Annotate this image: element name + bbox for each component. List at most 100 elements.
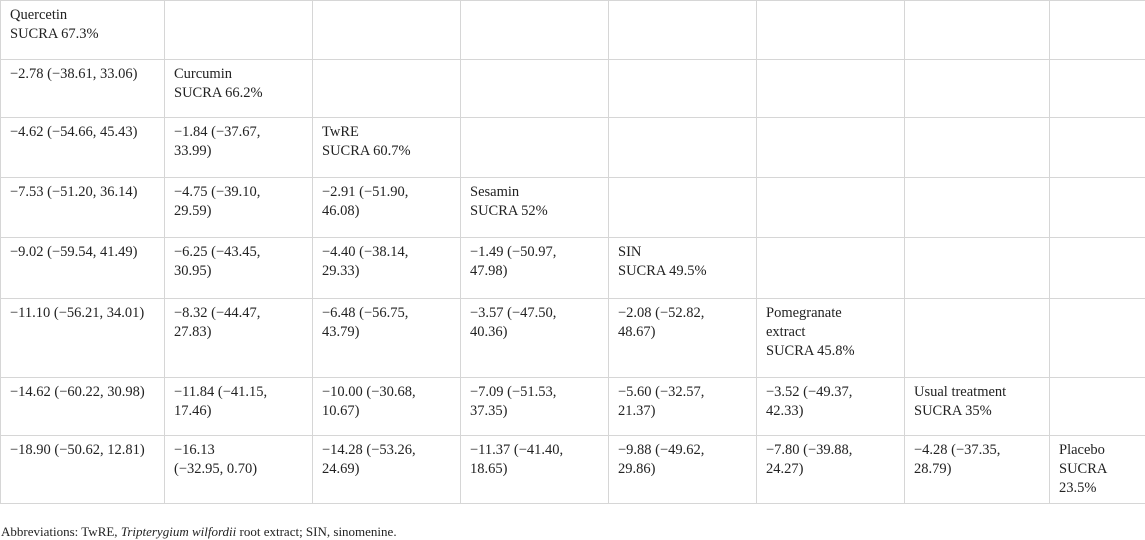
league-table-body: Quercetin SUCRA 67.3% −2.78 (−38.61, 33.0… bbox=[0, 0, 1145, 504]
treatment-label-line: Placebo bbox=[1059, 442, 1105, 458]
empty-cell bbox=[1049, 117, 1145, 178]
effect-estimate-line: 29.86) bbox=[618, 461, 656, 477]
effect-estimate-line: −1.49 (−50.97, bbox=[470, 244, 557, 260]
empty-cell bbox=[904, 0, 1050, 60]
effect-estimate-line: −7.53 (−51.20, 36.14) bbox=[10, 184, 138, 200]
footnote-suffix: root extract; SIN, sinomenine. bbox=[236, 524, 397, 539]
effect-estimate-line: −2.08 (−52.82, bbox=[618, 305, 705, 321]
effect-estimate-line: 21.37) bbox=[618, 403, 656, 419]
treatment-label-line: Usual treatment bbox=[914, 384, 1007, 400]
effect-estimate-line: 29.59) bbox=[174, 203, 212, 219]
effect-estimate-line: 42.33) bbox=[766, 403, 804, 419]
comparison-cell: −6.25 (−43.45, 30.95) bbox=[164, 237, 313, 299]
comparison-cell: −4.40 (−38.14, 29.33) bbox=[312, 237, 461, 299]
effect-estimate-line: 37.35) bbox=[470, 403, 508, 419]
effect-estimate-line: −7.80 (−39.88, bbox=[766, 442, 853, 458]
effect-estimate-line: −6.25 (−43.45, bbox=[174, 244, 261, 260]
empty-cell bbox=[756, 177, 905, 238]
treatment-label-line: 23.5% bbox=[1059, 480, 1097, 496]
empty-cell bbox=[1049, 298, 1145, 378]
comparison-cell: −11.37 (−41.40, 18.65) bbox=[460, 435, 609, 504]
treatment-cell: Usual treatment SUCRA 35% bbox=[904, 377, 1050, 436]
treatment-label-line: extract bbox=[766, 324, 806, 340]
treatment-label-line: Quercetin bbox=[10, 7, 68, 23]
effect-estimate-line: −3.52 (−49.37, bbox=[766, 384, 853, 400]
comparison-cell: −5.60 (−32.57, 21.37) bbox=[608, 377, 757, 436]
empty-cell bbox=[904, 298, 1050, 378]
empty-cell bbox=[1049, 177, 1145, 238]
comparison-cell: −7.53 (−51.20, 36.14) bbox=[0, 177, 165, 238]
treatment-cell: SIN SUCRA 49.5% bbox=[608, 237, 757, 299]
comparison-cell: −6.48 (−56.75, 43.79) bbox=[312, 298, 461, 378]
treatment-label-line: SUCRA 60.7% bbox=[322, 143, 411, 159]
effect-estimate-line: −5.60 (−32.57, bbox=[618, 384, 705, 400]
effect-estimate-line: 33.99) bbox=[174, 143, 212, 159]
comparison-cell: −16.13 (−32.95, 0.70) bbox=[164, 435, 313, 504]
effect-estimate-line: 24.69) bbox=[322, 461, 360, 477]
table-row: −9.02 (−59.54, 41.49) −6.25 (−43.45, 30.95… bbox=[0, 237, 1145, 299]
effect-estimate-line: −11.10 (−56.21, 34.01) bbox=[10, 305, 145, 321]
empty-cell bbox=[904, 237, 1050, 299]
treatment-label-line: Curcumin bbox=[174, 66, 232, 82]
effect-estimate-line: (−32.95, 0.70) bbox=[174, 461, 258, 477]
treatment-label-line: TwRE bbox=[322, 124, 359, 140]
empty-cell bbox=[756, 0, 905, 60]
effect-estimate-line: 47.98) bbox=[470, 263, 508, 279]
treatment-label-line: SUCRA 45.8% bbox=[766, 343, 855, 359]
effect-estimate-line: −18.90 (−50.62, 12.81) bbox=[10, 442, 145, 458]
treatment-label-line: SUCRA 66.2% bbox=[174, 85, 263, 101]
treatment-cell: TwRE SUCRA 60.7% bbox=[312, 117, 461, 178]
comparison-cell: −11.84 (−41.15, 17.46) bbox=[164, 377, 313, 436]
comparison-cell: −14.28 (−53.26, 24.69) bbox=[312, 435, 461, 504]
treatment-label-line: SUCRA 35% bbox=[914, 403, 992, 419]
treatment-label-line: Pomegranate bbox=[766, 305, 842, 321]
effect-estimate-line: −4.62 (−54.66, 45.43) bbox=[10, 124, 138, 140]
footnote-prefix: Abbreviations: TwRE, bbox=[1, 524, 121, 539]
treatment-label-line: SUCRA bbox=[1059, 461, 1108, 477]
effect-estimate-line: −4.28 (−37.35, bbox=[914, 442, 1001, 458]
table-row: Quercetin SUCRA 67.3% bbox=[0, 0, 1145, 60]
effect-estimate-line: −9.02 (−59.54, 41.49) bbox=[10, 244, 138, 260]
comparison-cell: −7.09 (−51.53, 37.35) bbox=[460, 377, 609, 436]
effect-estimate-line: −1.84 (−37.67, bbox=[174, 124, 261, 140]
effect-estimate-line: 27.83) bbox=[174, 324, 212, 340]
empty-cell bbox=[904, 59, 1050, 118]
effect-estimate-line: 10.67) bbox=[322, 403, 360, 419]
empty-cell bbox=[460, 0, 609, 60]
effect-estimate-line: 40.36) bbox=[470, 324, 508, 340]
empty-cell bbox=[312, 0, 461, 60]
comparison-cell: −1.84 (−37.67, 33.99) bbox=[164, 117, 313, 178]
treatment-label-line: SIN bbox=[618, 244, 642, 260]
comparison-cell: −9.88 (−49.62, 29.86) bbox=[608, 435, 757, 504]
effect-estimate-line: 29.33) bbox=[322, 263, 360, 279]
effect-estimate-line: −14.62 (−60.22, 30.98) bbox=[10, 384, 145, 400]
effect-estimate-line: 18.65) bbox=[470, 461, 508, 477]
empty-cell bbox=[164, 0, 313, 60]
effect-estimate-line: 28.79) bbox=[914, 461, 952, 477]
abbreviations-footnote: Abbreviations: TwRE, Tripterygium wilfor… bbox=[1, 524, 397, 539]
treatment-cell: Placebo SUCRA 23.5% bbox=[1049, 435, 1145, 504]
league-table: Quercetin SUCRA 67.3% −2.78 (−38.61, 33.0… bbox=[0, 0, 1145, 504]
comparison-cell: −4.75 (−39.10, 29.59) bbox=[164, 177, 313, 238]
comparison-cell: −3.57 (−47.50, 40.36) bbox=[460, 298, 609, 378]
table-row: −2.78 (−38.61, 33.06) Curcumin SUCRA 66.2% bbox=[0, 59, 1145, 118]
effect-estimate-line: −9.88 (−49.62, bbox=[618, 442, 705, 458]
empty-cell bbox=[1049, 237, 1145, 299]
effect-estimate-line: −4.75 (−39.10, bbox=[174, 184, 261, 200]
comparison-cell: −7.80 (−39.88, 24.27) bbox=[756, 435, 905, 504]
empty-cell bbox=[904, 117, 1050, 178]
empty-cell bbox=[608, 59, 757, 118]
treatment-cell: Pomegranate extract SUCRA 45.8% bbox=[756, 298, 905, 378]
empty-cell bbox=[608, 177, 757, 238]
empty-cell bbox=[608, 0, 757, 60]
table-row: −7.53 (−51.20, 36.14) −4.75 (−39.10, 29.59… bbox=[0, 177, 1145, 238]
comparison-cell: −10.00 (−30.68, 10.67) bbox=[312, 377, 461, 436]
effect-estimate-line: −10.00 (−30.68, bbox=[322, 384, 416, 400]
empty-cell bbox=[460, 59, 609, 118]
effect-estimate-line: 17.46) bbox=[174, 403, 212, 419]
effect-estimate-line: −2.78 (−38.61, 33.06) bbox=[10, 66, 138, 82]
table-row: −11.10 (−56.21, 34.01) −8.32 (−44.47, 27.8… bbox=[0, 298, 1145, 378]
comparison-cell: −11.10 (−56.21, 34.01) bbox=[0, 298, 165, 378]
effect-estimate-line: −4.40 (−38.14, bbox=[322, 244, 409, 260]
